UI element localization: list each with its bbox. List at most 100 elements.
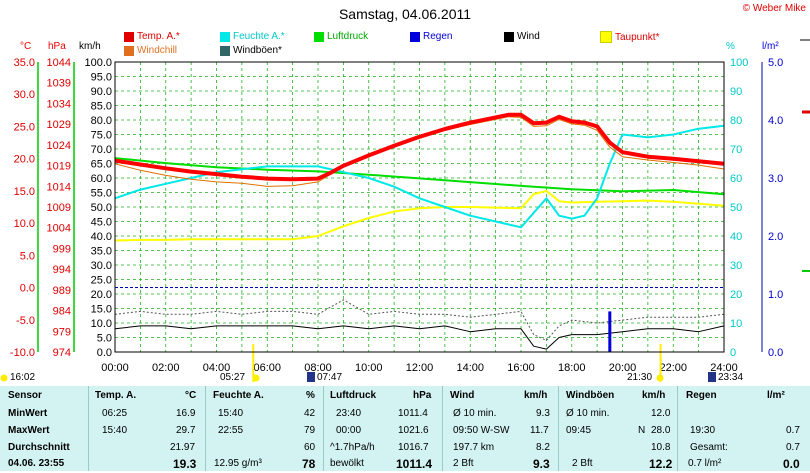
- wind-tick-label: 100.0: [84, 57, 112, 69]
- pressure-tick-label: 1044: [47, 57, 71, 69]
- wind-tick-label: 20.0: [91, 289, 112, 301]
- humidity-tick-label: 100: [730, 57, 748, 69]
- chart-grid: [115, 62, 724, 352]
- time-tick-label: 06:00: [253, 362, 281, 374]
- time-tick-label: 22:00: [659, 362, 687, 374]
- statistics-table: Sensor Temp. A. °C Feuchte A. % Luftdruc…: [0, 386, 810, 471]
- temp-tick-label: 10.0: [14, 218, 35, 230]
- legend-gust: Windböen*: [220, 45, 282, 56]
- legend-swatch-icon: [504, 32, 514, 42]
- pressure-tick-label: 994: [53, 264, 71, 276]
- pressure-tick-label: 1009: [47, 202, 71, 214]
- rain-tick-label: 3.0: [768, 173, 783, 185]
- pressure-tick-label: 1019: [47, 161, 71, 173]
- legend-swatch-icon: [220, 32, 230, 42]
- pressure-tick-label: 1039: [47, 78, 71, 90]
- humidity-tick-label: 10: [730, 318, 742, 330]
- temp-tick-label: 0.0: [20, 283, 35, 295]
- legend-swatch-icon: [600, 31, 612, 43]
- time-tick-label: 16:00: [507, 362, 535, 374]
- temp-tick-label: 30.0: [14, 89, 35, 101]
- series-line-1: [115, 117, 724, 187]
- wind-tick-label: 15.0: [91, 304, 112, 316]
- pressure-tick-label: 979: [53, 326, 71, 338]
- pressure-tick-label: 1004: [47, 223, 71, 235]
- legend-humidity: Feuchte A.*: [220, 31, 285, 42]
- humidity-tick-label: 40: [730, 231, 742, 243]
- legend-windchill: Windchill: [124, 45, 177, 56]
- pressure-tick-label: 1029: [47, 119, 71, 131]
- rain-tick-label: 1.0: [768, 289, 783, 301]
- rain-tick-label: 2.0: [768, 231, 783, 243]
- moonset2-label: 23:34: [718, 372, 743, 383]
- humidity-tick-label: 50: [730, 202, 742, 214]
- humidity-tick-label: 80: [730, 115, 742, 127]
- rain-tick-label: 5.0: [768, 57, 783, 69]
- humidity-tick-label: 0: [730, 347, 736, 359]
- legend-temp: Temp. A.*: [124, 31, 180, 42]
- wind-tick-label: 70.0: [91, 144, 112, 156]
- pressure-tick-label: 1034: [47, 98, 71, 110]
- wind-tick-label: 95.0: [91, 72, 112, 84]
- table-row: MinWert 06:25 16.9 15:40 42 23:40 1011.4…: [0, 406, 810, 423]
- pressure-tick-label: 989: [53, 285, 71, 297]
- wind-tick-label: 45.0: [91, 217, 112, 229]
- sunrise-label: 05:27: [220, 372, 245, 383]
- legend-swatch-icon: [124, 32, 134, 42]
- wind-tick-label: 30.0: [91, 260, 112, 272]
- table-header-row: Sensor Temp. A. °C Feuchte A. % Luftdruc…: [0, 388, 810, 405]
- wind-tick-label: 75.0: [91, 130, 112, 142]
- moon-icon: [708, 372, 716, 382]
- wind-tick-label: 85.0: [91, 101, 112, 113]
- time-tick-label: 18:00: [558, 362, 586, 374]
- sun-icon: [657, 375, 664, 382]
- legend-rain: Regen: [410, 31, 452, 42]
- weather-chart: 35.0 30.0 25.0 20.0 15.0 10.0 5.0 0.0 -5.0 -10.0 1…: [0, 0, 810, 386]
- rain-tick-label: 4.0: [768, 115, 783, 127]
- wind-tick-label: 35.0: [91, 246, 112, 258]
- temp-tick-label: 15.0: [14, 186, 35, 198]
- sun-icon: [253, 375, 260, 382]
- legend-swatch-icon: [314, 32, 324, 42]
- rain-tick-label: 0.0: [768, 347, 783, 359]
- unit-pressure: hPa: [48, 41, 66, 52]
- wind-tick-label: 10.0: [91, 318, 112, 330]
- chart-title: Samstag, 04.06.2011: [0, 6, 810, 22]
- time-tick-label: 14:00: [456, 362, 484, 374]
- unit-rain: l/m²: [762, 41, 779, 52]
- pressure-tick-label: 1024: [47, 140, 71, 152]
- wind-tick-label: 55.0: [91, 188, 112, 200]
- humidity-tick-label: 90: [730, 86, 742, 98]
- unit-temp: °C: [20, 41, 31, 52]
- time-tick-label: 10:00: [355, 362, 383, 374]
- time-tick-label: 02:00: [152, 362, 180, 374]
- wind-tick-label: 65.0: [91, 159, 112, 171]
- rain-bar: [608, 311, 611, 352]
- pressure-tick-label: 1014: [47, 181, 71, 193]
- legend-pressure: Luftdruck: [314, 31, 368, 42]
- wind-tick-label: 50.0: [91, 202, 112, 214]
- moon-icon: [307, 372, 315, 382]
- humidity-tick-label: 30: [730, 260, 742, 272]
- wind-tick-label: 40.0: [91, 231, 112, 243]
- table-row: MaxWert 15:40 29.7 22:55 79 00:00 1021.6…: [0, 423, 810, 440]
- legend-swatch-icon: [124, 46, 134, 56]
- temp-tick-label: -10.0: [10, 347, 35, 359]
- humidity-tick-label: 60: [730, 173, 742, 185]
- humidity-tick-label: 70: [730, 144, 742, 156]
- temp-tick-label: 25.0: [14, 121, 35, 133]
- brand-label: © Weber Mike: [743, 3, 806, 14]
- moon-icon: [1, 375, 8, 382]
- wind-tick-label: 5.0: [97, 333, 112, 345]
- pressure-tick-label: 974: [53, 347, 71, 359]
- wind-tick-label: 80.0: [91, 115, 112, 127]
- table-row: Durchschnitt 21.97 60 ^1.7hPa/h 1016.7 1…: [0, 440, 810, 457]
- time-tick-label: 12:00: [406, 362, 434, 374]
- temp-tick-label: 35.0: [14, 57, 35, 69]
- wind-tick-label: 90.0: [91, 86, 112, 98]
- pressure-tick-label: 999: [53, 243, 71, 255]
- legend-dewpoint: Taupunkt*: [600, 31, 659, 43]
- pressure-tick-label: 984: [53, 306, 71, 318]
- legend-swatch-icon: [220, 46, 230, 56]
- temp-tick-label: -5.0: [16, 315, 35, 327]
